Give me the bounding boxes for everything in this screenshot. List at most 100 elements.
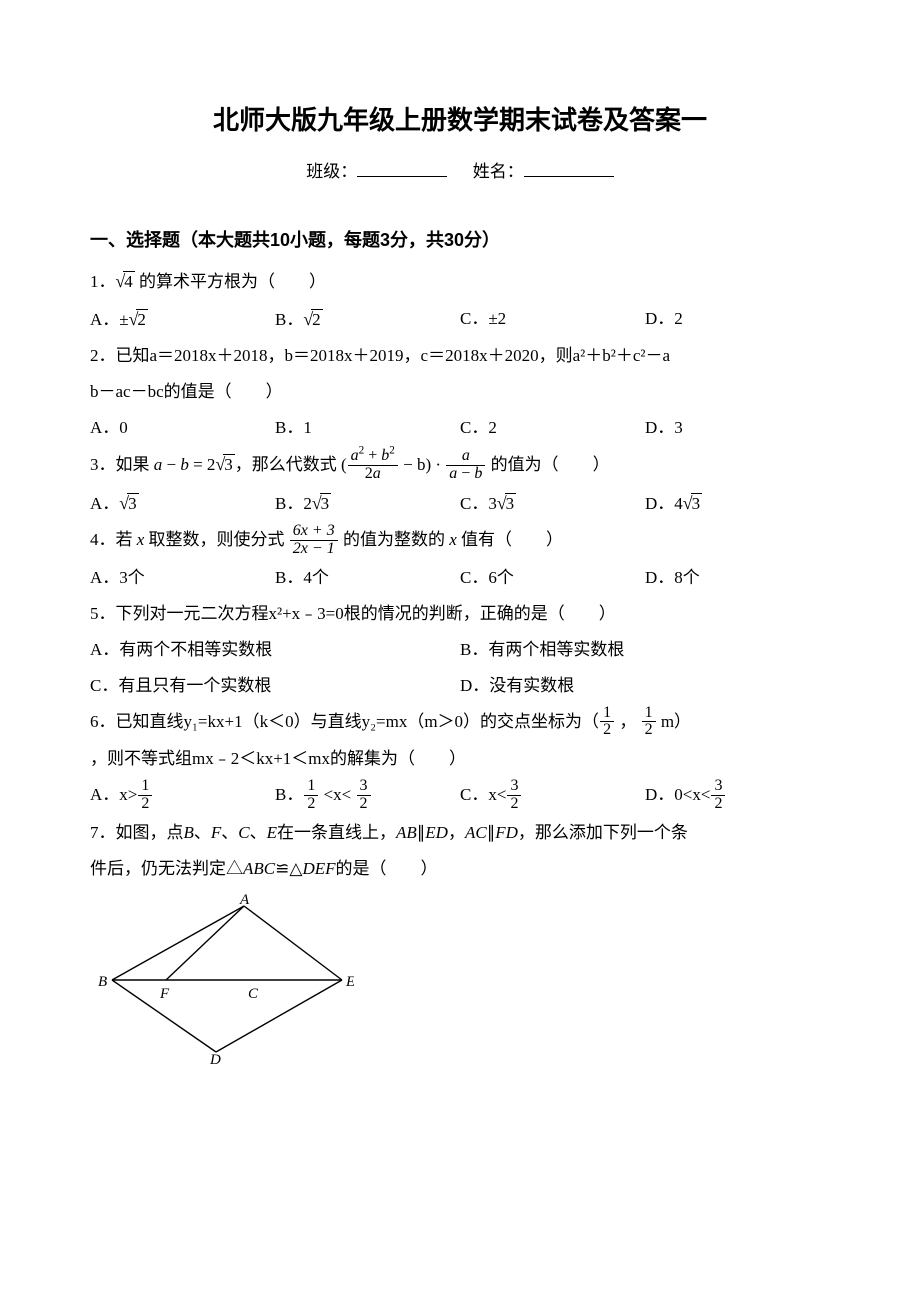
q3-lp: ( xyxy=(341,455,347,474)
q6-ad: 2 xyxy=(138,795,152,813)
q3-ap: A． xyxy=(90,494,119,513)
q4-opt-d: D．8个 xyxy=(645,561,830,595)
name-label: 姓名： xyxy=(473,162,524,181)
q7-figure: ABFCED xyxy=(94,894,830,1069)
q3-a: a xyxy=(154,455,163,474)
q3-opt-c: C．3 3 xyxy=(460,486,645,522)
q7-ab: AB xyxy=(396,823,417,842)
q6-opt-b: B．12 <x< 32 xyxy=(275,778,460,813)
q3-c-sqrt: 3 xyxy=(497,486,516,522)
class-label: 班级： xyxy=(306,162,357,181)
q1-b-rad: 2 xyxy=(311,309,323,329)
q7-cm: ， xyxy=(448,823,465,842)
q3-opt-b: B．2 3 xyxy=(275,486,460,522)
q3-f1d: 2a xyxy=(365,465,381,482)
q1-options: A．±2 B．2 C．±2 D．2 xyxy=(90,302,830,338)
q3-frac1: a2 + b22a xyxy=(348,448,398,483)
q6-bn2: 3 xyxy=(357,778,371,795)
q5-options-1: A．有两个不相等实数根 B．有两个相等实数根 xyxy=(90,633,830,667)
q7-l2a: 件后，仍无法判定△ xyxy=(90,859,243,878)
page-title: 北师大版九年级上册数学期末试卷及答案一 xyxy=(90,100,830,137)
q6-f1d: 2 xyxy=(600,721,614,739)
meta-line: 班级： 姓名： xyxy=(90,157,830,182)
svg-text:D: D xyxy=(209,1052,221,1064)
q3-cp: C．3 xyxy=(460,494,497,513)
q1-opt-c: C．±2 xyxy=(460,302,645,338)
q2-opt-c: C．2 xyxy=(460,411,645,445)
q3-mb: − b xyxy=(399,455,426,474)
q1-stem: 的算术平方根为（ ） xyxy=(135,272,326,291)
question-2-line2: b－ac－bc的值是（ ） xyxy=(90,375,830,409)
q3-eq: = 2 xyxy=(189,455,216,474)
q6-bm: <x< xyxy=(319,785,355,804)
q7-l1b: 在一条直线上， xyxy=(277,823,396,842)
q3-mid1: ，那么代数式 xyxy=(235,455,341,474)
q3-dot: ) · xyxy=(425,455,445,474)
q6-f2n: 1 xyxy=(642,705,656,722)
q3-options: A． 3 B．2 3 C．3 3 D．4 3 xyxy=(90,486,830,522)
q1-a-pref: A．± xyxy=(90,310,129,329)
q3-ar: 3 xyxy=(127,493,139,513)
q6-an: 1 xyxy=(138,778,152,795)
q3-mid2: 的值为（ ） xyxy=(486,455,609,474)
q4-fn: 6x + 3 xyxy=(290,523,338,540)
q3-dp: D．4 xyxy=(645,494,683,513)
q6-dn: 3 xyxy=(711,778,725,795)
q4-fd: 2x − 1 xyxy=(290,540,338,558)
question-4: 4．若 x 取整数，则使分式 6x + 32x − 1 的值为整数的 x 值有（… xyxy=(90,523,830,558)
q7-ac: AC xyxy=(465,823,487,842)
q3-b: b xyxy=(180,455,189,474)
q7-pF: F xyxy=(211,823,221,842)
q1-sqrt: 4 xyxy=(116,264,135,300)
q3-b-sqrt: 3 xyxy=(312,486,331,522)
q6-cd: 2 xyxy=(507,795,521,813)
q6-bd1: 2 xyxy=(304,795,318,813)
q3-f2dm: − xyxy=(457,465,474,482)
q3-dr: 3 xyxy=(691,493,703,513)
q6-maft: m） xyxy=(657,712,691,731)
svg-text:A: A xyxy=(239,894,250,908)
question-5: 5．下列对一元二次方程x²+x﹣3=0根的情况的判断，正确的是（ ） xyxy=(90,597,830,631)
question-7-line1: 7．如图，点B、F、C、E在一条直线上，AB∥ED，AC∥FD，那么添加下列一个… xyxy=(90,816,830,850)
q4-m3: 值有（ ） xyxy=(457,530,563,549)
q6-af: 12 xyxy=(138,778,152,813)
question-3: 3．如果 a − b = 23，那么代数式 (a2 + b22a − b) · … xyxy=(90,447,830,483)
q4-x2: x xyxy=(449,530,457,549)
q4-opt-a: A．3个 xyxy=(90,561,275,595)
q2-opt-b: B．1 xyxy=(275,411,460,445)
q3-cr: 3 xyxy=(505,493,517,513)
q6-f1n: 1 xyxy=(600,705,614,722)
q6-dd: 2 xyxy=(711,795,725,813)
q7-abc: ABC xyxy=(243,859,275,878)
question-7-line2: 件后，仍无法判定△ABC≌△DEF的是（ ） xyxy=(90,852,830,886)
q3-a-sqrt: 3 xyxy=(119,486,138,522)
q6-bf1: 12 xyxy=(304,778,318,813)
q6-frac2: 12 xyxy=(642,705,656,740)
q7-l1a: 7．如图，点 xyxy=(90,823,184,842)
svg-text:B: B xyxy=(98,974,107,990)
svg-text:F: F xyxy=(159,986,170,1002)
q2-opt-a: A．0 xyxy=(90,411,275,445)
q3-rad: 3 xyxy=(223,454,235,474)
q4-m2: 的值为整数的 xyxy=(339,530,450,549)
q7-svg: ABFCED xyxy=(94,894,354,1064)
q5-opt-b: B．有两个相等实数根 xyxy=(460,633,830,667)
section-1-heading: 一、选择题（本大题共10小题，每题3分，共30分） xyxy=(90,226,830,252)
q6-ap: A．x> xyxy=(90,785,137,804)
q1-a-rad: 2 xyxy=(136,309,148,329)
q7-fd: FD xyxy=(495,823,518,842)
q6-frac1: 12 xyxy=(600,705,614,740)
q6-bf2: 32 xyxy=(357,778,371,813)
q3-br: 3 xyxy=(320,493,332,513)
q1-opt-a: A．± 2 xyxy=(90,302,275,338)
q3-bp: B．2 xyxy=(275,494,312,513)
q6-opt-d: D．0<x<32 xyxy=(645,778,830,813)
q6-bd2: 2 xyxy=(357,795,371,813)
q3-d-sqrt: 3 xyxy=(683,486,702,522)
q1-sqrt-val: 4 xyxy=(123,271,135,291)
q7-c2: 、 xyxy=(221,823,238,842)
q7-par2: ∥ xyxy=(487,823,496,842)
q7-c1: 、 xyxy=(194,823,211,842)
q2-options: A．0 B．1 C．2 D．3 xyxy=(90,411,830,445)
q4-pre: 4．若 xyxy=(90,530,137,549)
